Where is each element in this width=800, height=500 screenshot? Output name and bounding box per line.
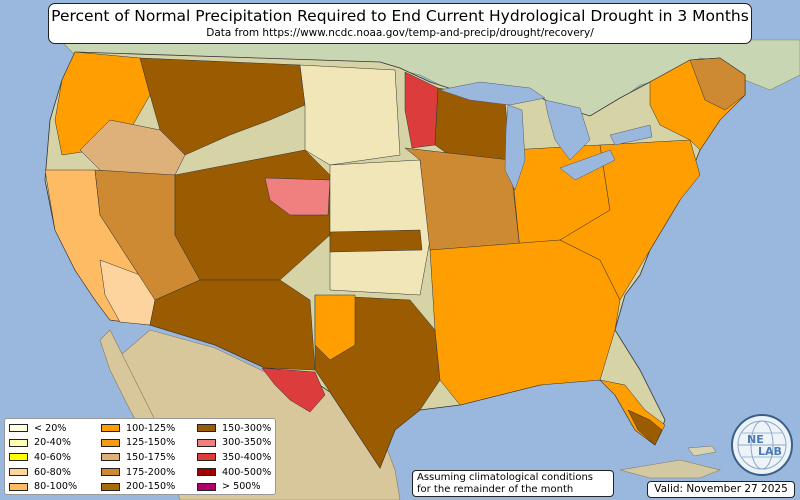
legend-label: 400-500%	[222, 466, 272, 478]
legend-item: 350-400%	[197, 450, 281, 465]
legend-swatch	[101, 424, 120, 433]
legend-label: 300-350%	[222, 437, 272, 449]
lake-huron	[544, 99, 591, 161]
legend: < 20% 20-40% 40-60% 60-80% 80-100% 100-1…	[4, 418, 276, 495]
region-nebraska-kansas	[329, 159, 431, 296]
florida-keys	[687, 445, 717, 457]
region-maine	[689, 57, 746, 111]
nevada-lab-globe-logo: NE LAB	[731, 414, 793, 476]
legend-label: 125-150%	[126, 437, 176, 449]
legend-swatch	[101, 482, 120, 491]
legend-label: 175-200%	[126, 466, 176, 478]
legend-label: 60-80%	[34, 466, 71, 478]
legend-label: 100-125%	[126, 422, 176, 434]
legend-item: 200-150%	[101, 479, 197, 494]
legend-swatch	[197, 424, 216, 433]
legend-item: 150-175%	[101, 450, 197, 465]
legend-item: 60-80%	[9, 465, 101, 480]
legend-swatch	[101, 468, 120, 477]
page-title: Percent of Normal Precipitation Required…	[51, 7, 749, 25]
legend-item: 175-200%	[101, 465, 197, 480]
legend-label: 80-100%	[34, 481, 78, 493]
legend-label: 150-175%	[126, 451, 176, 463]
legend-item: 80-100%	[9, 479, 101, 494]
legend-swatch	[101, 438, 120, 447]
legend-item: 20-40%	[9, 436, 101, 451]
region-lower-miss	[429, 239, 621, 406]
note-line-1: Assuming climatological conditions	[417, 472, 593, 483]
region-colorado-pink	[264, 177, 331, 216]
title-box: Percent of Normal Precipitation Required…	[48, 3, 752, 44]
legend-swatch	[9, 453, 28, 462]
legend-item: 300-350%	[197, 436, 281, 451]
note-line-2: for the remainder of the month	[417, 484, 574, 495]
legend-swatch	[9, 482, 28, 491]
region-south-florida	[627, 409, 663, 446]
legend-swatch	[197, 438, 216, 447]
legend-swatch	[9, 424, 28, 433]
region-dakotas	[299, 64, 401, 166]
lake-erie	[559, 149, 616, 181]
legend-label: > 500%	[222, 481, 261, 493]
legend-swatch	[197, 468, 216, 477]
legend-item: 125-150%	[101, 436, 197, 451]
region-texas-orange	[314, 294, 356, 361]
legend-item: 100-125%	[101, 421, 197, 436]
logo-text-bottom: LAB	[758, 445, 782, 458]
legend-label: 200-150%	[126, 481, 176, 493]
legend-swatch	[9, 468, 28, 477]
region-texas-red	[261, 367, 326, 413]
valid-date: Valid: November 27 2025	[647, 481, 795, 498]
lake-ontario	[609, 124, 653, 146]
legend-swatch	[197, 453, 216, 462]
lake-superior	[439, 81, 546, 106]
logo-text-top: NE	[747, 433, 764, 446]
region-minnesota-red	[404, 71, 439, 149]
legend-item: < 20%	[9, 421, 101, 436]
legend-item: > 500%	[197, 479, 281, 494]
region-appalachia	[559, 139, 701, 301]
assumption-note: Assuming climatological conditions for t…	[412, 470, 614, 497]
legend-swatch	[197, 482, 216, 491]
legend-swatch	[101, 453, 120, 462]
data-source: Data from https://www.ncdc.noaa.gov/temp…	[206, 27, 594, 39]
cuba-island	[619, 459, 721, 479]
legend-item: 150-300%	[197, 421, 281, 436]
legend-item: 40-60%	[9, 450, 101, 465]
legend-label: 150-300%	[222, 422, 272, 434]
legend-label: < 20%	[34, 422, 67, 434]
legend-item: 400-500%	[197, 465, 281, 480]
legend-swatch	[9, 438, 28, 447]
region-kansas-brown	[329, 229, 423, 253]
lake-michigan	[504, 104, 526, 191]
legend-label: 40-60%	[34, 451, 71, 463]
legend-label: 350-400%	[222, 451, 272, 463]
legend-label: 20-40%	[34, 437, 71, 449]
